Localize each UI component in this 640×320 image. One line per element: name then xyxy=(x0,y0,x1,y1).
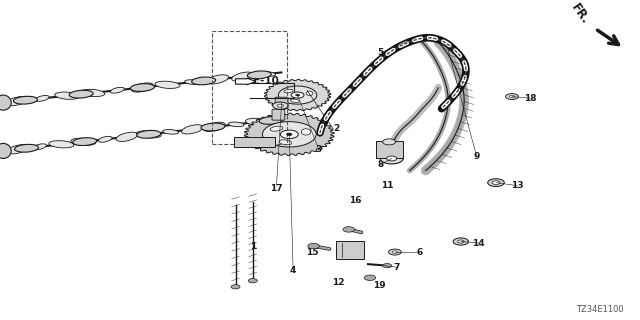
Circle shape xyxy=(364,275,376,280)
Ellipse shape xyxy=(6,97,28,106)
Text: 10: 10 xyxy=(288,130,301,139)
Ellipse shape xyxy=(201,123,225,131)
FancyBboxPatch shape xyxy=(272,109,285,120)
FancyArrow shape xyxy=(236,78,256,85)
Circle shape xyxy=(380,153,403,164)
FancyBboxPatch shape xyxy=(234,137,275,147)
Text: FR.: FR. xyxy=(569,2,592,27)
Ellipse shape xyxy=(35,95,49,101)
Text: 13: 13 xyxy=(511,181,524,190)
Text: 6: 6 xyxy=(416,248,422,257)
Ellipse shape xyxy=(13,96,38,104)
Text: TZ34E1100: TZ34E1100 xyxy=(577,305,624,314)
Text: 9: 9 xyxy=(474,152,480,162)
Circle shape xyxy=(262,122,316,147)
Ellipse shape xyxy=(306,91,313,96)
Text: 11: 11 xyxy=(381,181,394,190)
Ellipse shape xyxy=(204,122,225,132)
Circle shape xyxy=(278,86,317,104)
Ellipse shape xyxy=(0,143,11,158)
Ellipse shape xyxy=(49,141,74,148)
Ellipse shape xyxy=(279,140,292,145)
Circle shape xyxy=(287,133,292,136)
Ellipse shape xyxy=(131,84,154,92)
Circle shape xyxy=(383,139,396,145)
Circle shape xyxy=(383,264,392,268)
Circle shape xyxy=(458,240,464,243)
Text: 17: 17 xyxy=(270,184,283,193)
Text: 15: 15 xyxy=(306,248,319,257)
FancyBboxPatch shape xyxy=(275,97,288,108)
Text: 8: 8 xyxy=(378,160,384,169)
Text: 14: 14 xyxy=(472,238,485,247)
Circle shape xyxy=(343,227,355,232)
Ellipse shape xyxy=(260,72,276,76)
Ellipse shape xyxy=(207,75,228,84)
Polygon shape xyxy=(264,79,331,111)
Circle shape xyxy=(273,102,288,109)
Text: 19: 19 xyxy=(372,281,385,290)
Ellipse shape xyxy=(0,95,11,110)
Circle shape xyxy=(509,95,515,98)
Circle shape xyxy=(388,249,401,255)
Text: 18: 18 xyxy=(524,93,536,103)
FancyBboxPatch shape xyxy=(336,241,364,259)
Ellipse shape xyxy=(131,83,154,92)
Ellipse shape xyxy=(137,131,161,138)
Text: 3: 3 xyxy=(316,145,322,154)
Ellipse shape xyxy=(247,71,271,79)
Ellipse shape xyxy=(163,130,179,134)
Ellipse shape xyxy=(301,129,310,135)
Ellipse shape xyxy=(55,92,80,99)
Ellipse shape xyxy=(270,126,283,131)
Circle shape xyxy=(280,130,298,139)
Text: 4: 4 xyxy=(290,266,296,275)
Ellipse shape xyxy=(69,90,93,98)
Ellipse shape xyxy=(232,72,253,81)
Circle shape xyxy=(488,179,504,187)
Ellipse shape xyxy=(71,138,96,145)
Ellipse shape xyxy=(80,89,105,97)
Text: 1: 1 xyxy=(250,242,256,251)
Circle shape xyxy=(291,92,304,98)
Circle shape xyxy=(248,279,257,283)
Circle shape xyxy=(492,181,500,184)
Circle shape xyxy=(453,238,468,245)
Ellipse shape xyxy=(259,116,283,124)
Ellipse shape xyxy=(269,115,291,124)
Circle shape xyxy=(506,93,518,100)
Circle shape xyxy=(387,156,397,161)
Text: 16: 16 xyxy=(349,196,362,205)
Ellipse shape xyxy=(184,80,200,84)
Ellipse shape xyxy=(284,89,293,93)
Ellipse shape xyxy=(246,118,271,125)
Ellipse shape xyxy=(33,144,47,150)
Text: 12: 12 xyxy=(332,278,344,287)
Text: E-10: E-10 xyxy=(253,76,279,86)
FancyBboxPatch shape xyxy=(376,141,403,158)
Ellipse shape xyxy=(228,122,244,127)
Ellipse shape xyxy=(7,145,29,154)
Circle shape xyxy=(392,251,397,253)
Text: 5: 5 xyxy=(378,48,384,57)
Ellipse shape xyxy=(15,144,38,152)
Ellipse shape xyxy=(73,138,97,146)
Ellipse shape xyxy=(110,87,124,93)
Ellipse shape xyxy=(155,81,180,88)
Circle shape xyxy=(308,243,319,249)
Text: 7: 7 xyxy=(394,263,400,272)
Ellipse shape xyxy=(291,99,300,103)
Ellipse shape xyxy=(136,131,161,138)
Ellipse shape xyxy=(191,77,216,85)
Polygon shape xyxy=(244,113,334,156)
Ellipse shape xyxy=(116,132,138,141)
Ellipse shape xyxy=(98,136,112,142)
Circle shape xyxy=(231,285,240,289)
Ellipse shape xyxy=(182,125,204,134)
Circle shape xyxy=(277,104,284,107)
Text: 2: 2 xyxy=(333,124,339,133)
Circle shape xyxy=(296,94,300,96)
